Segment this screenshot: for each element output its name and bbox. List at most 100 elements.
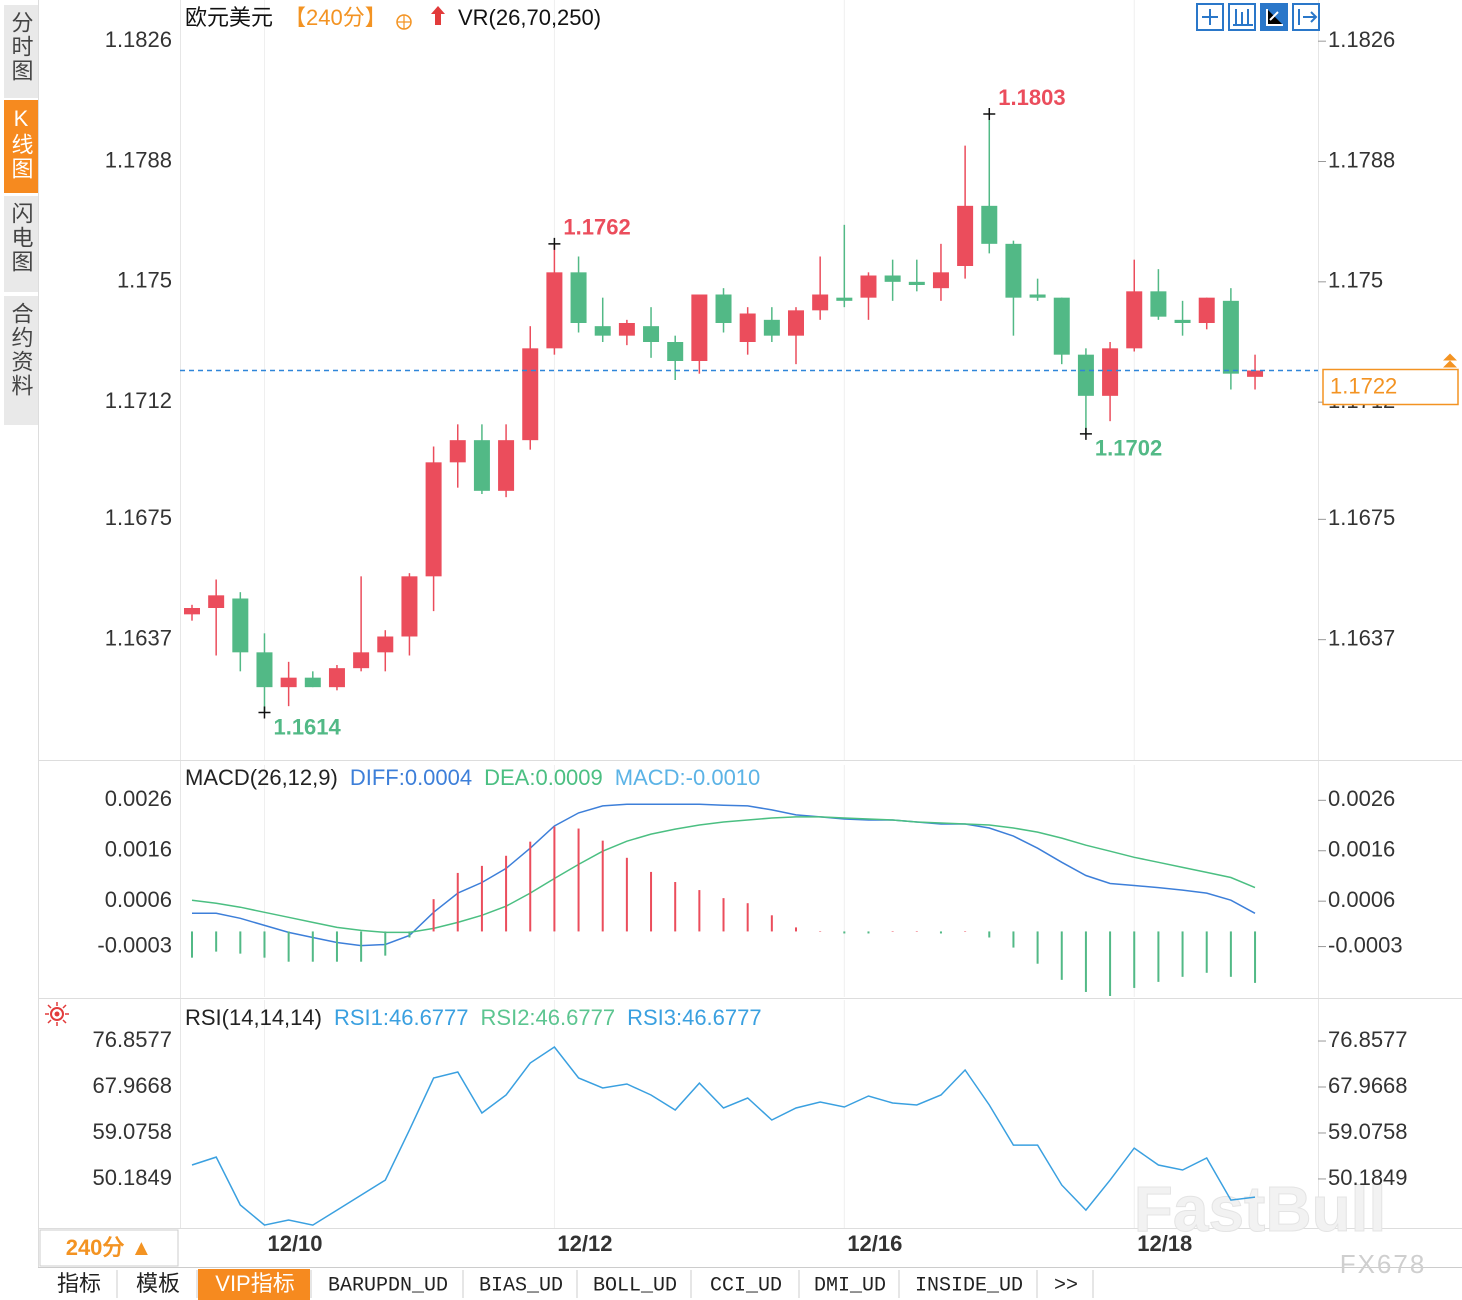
- y-tick-label-right: 76.8577: [1328, 1027, 1408, 1052]
- bottom-tab[interactable]: [900, 1269, 1036, 1300]
- current-price-arrow: [1443, 353, 1457, 368]
- sidebar-tab-label[interactable]: K线图: [9, 106, 34, 181]
- bottom-tab-label[interactable]: CCI_UD: [710, 1274, 782, 1297]
- candle-body: [594, 326, 611, 336]
- y-tick-label: 1.175: [117, 268, 172, 293]
- bottom-tab-label[interactable]: BARUPDN_UD: [328, 1274, 448, 1297]
- macd-bar: [746, 903, 749, 932]
- bottom-tab[interactable]: [118, 1269, 196, 1300]
- bottom-tab-label[interactable]: >>: [1054, 1274, 1078, 1297]
- y-tick-label: 1.1712: [105, 388, 172, 413]
- candle-body: [449, 440, 466, 463]
- macd-bar: [529, 841, 532, 932]
- macd-bar: [1254, 931, 1257, 983]
- sidebar-tab[interactable]: [4, 296, 38, 425]
- sidebar-tab[interactable]: [4, 196, 38, 292]
- y-tick-label-right: -0.0003: [1328, 932, 1403, 957]
- macd-bar: [988, 931, 991, 938]
- macd-bar: [456, 872, 459, 932]
- y-tick-label: 1.1788: [105, 147, 172, 172]
- y-tick-label-right: 1.1826: [1328, 27, 1395, 52]
- macd-bar: [843, 931, 846, 934]
- macd-bar: [360, 931, 363, 962]
- bottom-tab-label[interactable]: INSIDE_UD: [915, 1274, 1023, 1297]
- y-tick-label: 1.1826: [105, 27, 172, 52]
- candle-body: [763, 319, 780, 336]
- arrow-icon[interactable]: [431, 6, 445, 25]
- candle-body: [691, 294, 708, 361]
- toolbar-icons[interactable]: [1196, 3, 1320, 31]
- panel-legend: MACD:-0.0010: [615, 765, 761, 790]
- candle-body: [908, 281, 925, 285]
- bottom-tab[interactable]: [692, 1269, 798, 1300]
- extreme-label: 1.1702: [1095, 436, 1162, 461]
- bottom-tab[interactable]: [40, 1269, 116, 1300]
- candle-body: [498, 440, 515, 491]
- bottom-tab-label[interactable]: VIP指标: [215, 1271, 294, 1296]
- period-selector-box[interactable]: [39, 1229, 179, 1267]
- macd-bar: [891, 931, 894, 932]
- y-tick-label: 59.0758: [92, 1119, 172, 1144]
- bottom-tab[interactable]: [1038, 1269, 1092, 1300]
- sidebar-tab-label[interactable]: 闪电图: [9, 202, 34, 274]
- macd-bar: [722, 898, 725, 932]
- icon-crosshair[interactable]: [1196, 3, 1224, 31]
- macd-bar: [1181, 931, 1184, 977]
- macd-bar: [432, 899, 435, 932]
- candle-body: [1029, 294, 1046, 298]
- bottom-tab[interactable]: [312, 1269, 462, 1300]
- icon-rays: [45, 1002, 69, 1026]
- macd-bar: [287, 931, 290, 962]
- macd-bar: [480, 865, 483, 932]
- macd-bar: [1205, 931, 1208, 973]
- candle-body: [473, 440, 490, 491]
- sidebar-tab[interactable]: [4, 100, 38, 193]
- current-price-label: 1.1722: [1330, 373, 1397, 398]
- macd-bar: [1133, 931, 1136, 988]
- macd-bar: [674, 882, 677, 932]
- macd-bar: [1229, 931, 1232, 977]
- bottom-tab-label[interactable]: 指标: [57, 1271, 101, 1296]
- candle-body: [1126, 291, 1143, 349]
- macd-line: [192, 803, 1256, 947]
- candle-body: [425, 462, 442, 577]
- period-selector[interactable]: 240分 ▲: [66, 1235, 153, 1260]
- candle-body: [667, 342, 684, 361]
- watermark: FastBull: [1134, 1173, 1386, 1245]
- bottom-tab-label[interactable]: DMI_UD: [814, 1274, 886, 1297]
- macd-bar: [191, 931, 193, 958]
- candle-body: [304, 677, 321, 688]
- y-tick-label-right: 0.0016: [1328, 837, 1395, 862]
- y-tick-label-right: 1.1637: [1328, 625, 1395, 650]
- sidebar-tab[interactable]: [4, 5, 38, 98]
- icon-glyph: [1202, 9, 1218, 25]
- x-tick-label: 12/12: [557, 1231, 612, 1256]
- bottom-tab[interactable]: [464, 1269, 576, 1300]
- macd-bar: [1084, 931, 1087, 992]
- y-tick-label-right: 59.0758: [1328, 1119, 1408, 1144]
- macd-bar: [553, 826, 556, 932]
- bottom-tab-label[interactable]: BIAS_UD: [479, 1274, 563, 1297]
- candle-body: [1077, 354, 1094, 396]
- icon-ring: [50, 1007, 64, 1021]
- bottom-tab[interactable]: [198, 1269, 310, 1300]
- macd-bar: [505, 855, 508, 932]
- candle-body: [932, 272, 949, 289]
- macd-bar: [384, 931, 387, 956]
- sidebar-tab-label[interactable]: 分时图: [9, 11, 34, 83]
- candle-body: [739, 313, 756, 342]
- rsi-settings-icon[interactable]: [45, 1002, 69, 1026]
- candle-body: [1222, 300, 1239, 374]
- panel-legend: MACD(26,12,9): [185, 765, 338, 790]
- icon-glyph: [1233, 9, 1253, 26]
- candle-body: [788, 310, 804, 336]
- panel-legend: RSI2:46.6777: [481, 1005, 616, 1030]
- bottom-tab[interactable]: [800, 1269, 898, 1300]
- indicator-label: VR(26,70,250): [458, 5, 601, 30]
- bottom-tab[interactable]: [578, 1269, 690, 1300]
- bottom-tab-label[interactable]: BOLL_UD: [593, 1274, 677, 1297]
- candle-body: [184, 608, 200, 615]
- sidebar-tab-label[interactable]: 合约资料: [9, 302, 34, 398]
- bottom-tab-label[interactable]: 模板: [136, 1271, 180, 1296]
- extreme-marker: [258, 706, 271, 719]
